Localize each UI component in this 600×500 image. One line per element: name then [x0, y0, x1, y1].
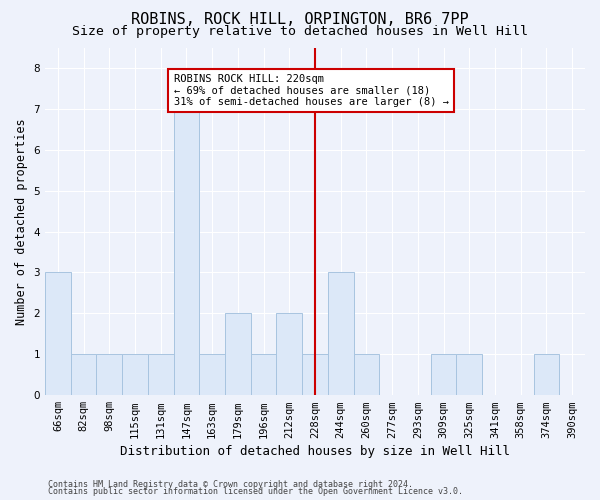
Bar — [328, 272, 353, 395]
Bar — [277, 314, 302, 395]
Bar — [225, 314, 251, 395]
Text: Contains HM Land Registry data © Crown copyright and database right 2024.: Contains HM Land Registry data © Crown c… — [48, 480, 413, 489]
Bar — [45, 272, 71, 395]
Text: Contains public sector information licensed under the Open Government Licence v3: Contains public sector information licen… — [48, 487, 463, 496]
Bar — [122, 354, 148, 395]
Text: Size of property relative to detached houses in Well Hill: Size of property relative to detached ho… — [72, 25, 528, 38]
Bar — [97, 354, 122, 395]
Bar — [302, 354, 328, 395]
Bar — [71, 354, 97, 395]
Bar — [148, 354, 173, 395]
Bar — [533, 354, 559, 395]
Bar — [457, 354, 482, 395]
Bar — [353, 354, 379, 395]
Bar — [431, 354, 457, 395]
Text: ROBINS ROCK HILL: 220sqm
← 69% of detached houses are smaller (18)
31% of semi-d: ROBINS ROCK HILL: 220sqm ← 69% of detach… — [173, 74, 449, 108]
Bar — [173, 109, 199, 395]
X-axis label: Distribution of detached houses by size in Well Hill: Distribution of detached houses by size … — [120, 444, 510, 458]
Bar — [251, 354, 277, 395]
Text: ROBINS, ROCK HILL, ORPINGTON, BR6 7PP: ROBINS, ROCK HILL, ORPINGTON, BR6 7PP — [131, 12, 469, 28]
Bar — [199, 354, 225, 395]
Y-axis label: Number of detached properties: Number of detached properties — [15, 118, 28, 324]
